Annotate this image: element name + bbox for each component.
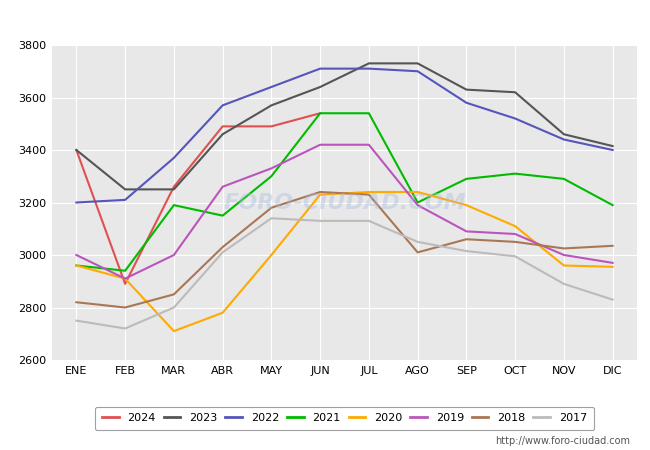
Text: http://www.foro-ciudad.com: http://www.foro-ciudad.com <box>495 436 630 446</box>
Legend: 2024, 2023, 2022, 2021, 2020, 2019, 2018, 2017: 2024, 2023, 2022, 2021, 2020, 2019, 2018… <box>96 406 593 430</box>
Text: FORO-CIUDAD.COM: FORO-CIUDAD.COM <box>223 193 466 212</box>
Text: Afiliados en Deltebre a 31/5/2024: Afiliados en Deltebre a 31/5/2024 <box>185 8 465 26</box>
